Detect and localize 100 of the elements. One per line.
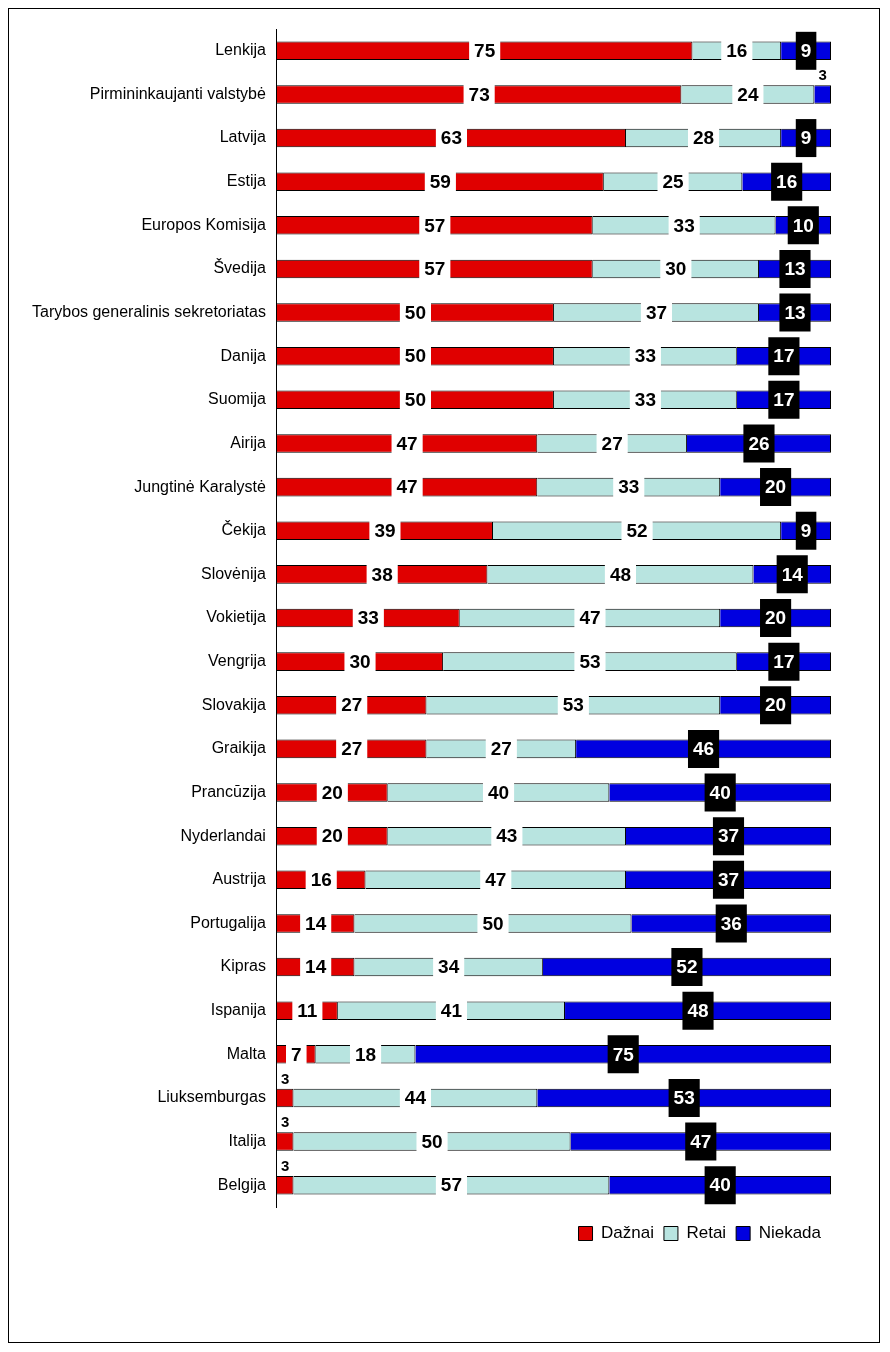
y-tick-label: Portugalija <box>190 913 266 931</box>
data-label: 37 <box>717 825 740 847</box>
y-tick-label: Jungtinė Karalystė <box>134 477 266 495</box>
data-label: 11 <box>297 999 318 1021</box>
data-label: 16 <box>310 869 332 891</box>
data-label: 59 <box>429 170 451 192</box>
data-label: 53 <box>673 1087 695 1109</box>
y-tick-label: Nyderlandai <box>180 826 266 844</box>
data-label: 40 <box>709 781 731 803</box>
data-label: 53 <box>562 694 584 716</box>
y-tick-label: Europos Komisija <box>141 215 266 233</box>
data-label: 57 <box>424 214 446 236</box>
data-label: 50 <box>404 389 426 411</box>
data-label: 50 <box>404 301 426 323</box>
data-label: 13 <box>784 301 806 323</box>
data-label: 3 <box>818 66 827 84</box>
data-label: 24 <box>737 83 759 105</box>
y-tick-label: Lenkija <box>215 41 266 59</box>
y-tick-label: Prancūzija <box>191 782 266 800</box>
data-label: 57 <box>424 258 446 280</box>
data-label: 37 <box>717 869 740 891</box>
data-label: 16 <box>726 40 748 62</box>
data-label: 14 <box>305 912 327 934</box>
data-label: 43 <box>496 825 518 847</box>
data-label: 75 <box>612 1043 635 1065</box>
data-label: 17 <box>773 345 795 367</box>
y-tick-label: Tarybos generalinis sekretoriatas <box>32 303 266 320</box>
data-label: 44 <box>404 1087 427 1109</box>
data-label: 47 <box>690 1130 712 1152</box>
y-tick-label: Pirmininkaujanti valstybė <box>89 84 266 102</box>
y-tick-label: Malta <box>226 1044 266 1062</box>
y-tick-label: Airija <box>230 433 266 451</box>
data-label: 27 <box>601 432 623 454</box>
data-label: 41 <box>440 999 463 1021</box>
data-label: 50 <box>421 1130 443 1152</box>
data-label: 38 <box>371 563 393 585</box>
data-label: 50 <box>404 345 426 367</box>
data-label: 30 <box>349 650 371 672</box>
data-label: 33 <box>634 389 656 411</box>
data-label: 17 <box>773 389 795 411</box>
data-label: 20 <box>321 781 343 803</box>
data-label: 39 <box>374 519 396 541</box>
data-label: 14 <box>305 956 327 978</box>
y-tick-label: Belgija <box>217 1175 266 1193</box>
y-tick-label: Estija <box>226 172 266 190</box>
y-tick-label: Vokietija <box>206 608 266 626</box>
data-label: 40 <box>487 781 510 803</box>
data-label: 47 <box>579 607 601 629</box>
data-label: 20 <box>765 607 787 629</box>
data-label: 46 <box>692 738 715 760</box>
data-label: 33 <box>357 607 379 629</box>
data-label: 9 <box>800 519 812 541</box>
data-label: 48 <box>609 563 632 585</box>
legend-label: Niekada <box>758 1223 822 1243</box>
data-label: 3 <box>281 1069 290 1087</box>
data-label: 25 <box>662 170 685 192</box>
data-label: 9 <box>800 40 812 62</box>
data-label: 3 <box>281 1113 290 1131</box>
data-label: 34 <box>438 956 460 978</box>
data-label: 47 <box>396 432 418 454</box>
y-tick-label: Slovakija <box>201 695 266 713</box>
data-label: 7 <box>291 1043 302 1065</box>
data-label: 37 <box>645 301 668 323</box>
data-label: 53 <box>579 650 601 672</box>
data-label: 36 <box>720 912 742 934</box>
data-label: 10 <box>792 214 814 236</box>
data-label: 27 <box>341 738 363 760</box>
y-tick-label: Latvija <box>219 128 266 146</box>
data-label: 20 <box>765 476 787 498</box>
y-tick-label: Graikija <box>211 739 266 757</box>
data-label: 40 <box>709 1174 731 1196</box>
data-label: 16 <box>776 170 798 192</box>
legend-label: Retai <box>686 1223 727 1243</box>
data-label: 18 <box>354 1043 377 1065</box>
data-label: 57 <box>440 1174 463 1196</box>
y-tick-label: Austrija <box>212 870 266 888</box>
data-label: 14 <box>781 563 804 585</box>
legend-label: Dažnai <box>601 1223 654 1243</box>
data-label: 47 <box>396 476 418 498</box>
data-label: 50 <box>482 912 504 934</box>
data-label: 3 <box>281 1157 290 1175</box>
data-label: 28 <box>692 127 715 149</box>
y-tick-label: Slovėnija <box>200 564 266 582</box>
y-tick-label: Ispanija <box>210 1001 266 1019</box>
y-tick-label: Italija <box>228 1131 266 1149</box>
data-label: 20 <box>765 694 787 716</box>
y-tick-label: Danija <box>220 346 266 364</box>
data-label: 63 <box>440 127 463 149</box>
data-label: 52 <box>626 519 648 541</box>
data-label: 17 <box>773 650 795 672</box>
y-tick-label: Liuksemburgas <box>157 1088 266 1106</box>
data-label: 13 <box>784 258 806 280</box>
y-tick-label: Suomija <box>208 390 266 408</box>
data-label: 30 <box>665 258 687 280</box>
data-label: 48 <box>687 999 709 1021</box>
data-label: 27 <box>490 738 512 760</box>
data-label: 47 <box>485 869 507 891</box>
data-label: 52 <box>676 956 698 978</box>
y-tick-label: Kipras <box>220 957 266 975</box>
data-label: 26 <box>748 432 770 454</box>
